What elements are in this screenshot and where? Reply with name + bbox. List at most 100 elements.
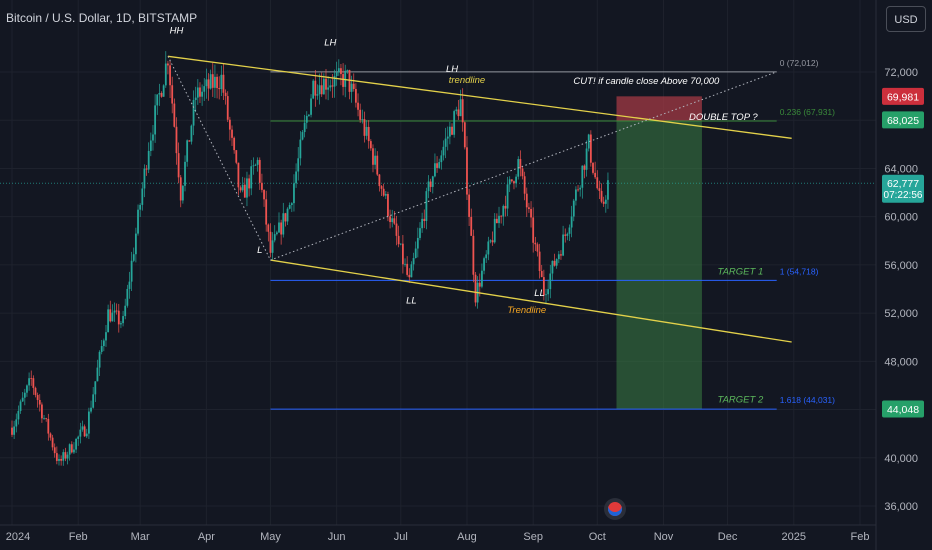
price-badge xyxy=(882,174,924,203)
candle-body xyxy=(455,109,458,112)
price-badge xyxy=(882,87,924,105)
chart-annotation-label: TARGET 1 xyxy=(718,267,764,278)
candle xyxy=(94,381,97,403)
candle xyxy=(293,174,295,212)
candle xyxy=(64,447,67,462)
candle-body xyxy=(70,444,73,453)
candle xyxy=(607,172,609,209)
candle-body xyxy=(130,260,133,282)
candle-body xyxy=(434,163,436,177)
candle xyxy=(239,185,242,193)
candle xyxy=(295,163,297,188)
time-tick-label: Apr xyxy=(198,531,215,543)
candle-body xyxy=(506,184,509,209)
candle xyxy=(521,166,524,180)
trendline-bottom xyxy=(270,259,792,343)
candle-body xyxy=(132,254,135,261)
candle xyxy=(575,186,577,206)
candle-body xyxy=(241,184,244,191)
candle xyxy=(109,300,112,323)
currency-button[interactable]: USD xyxy=(886,6,926,32)
candle-body xyxy=(346,70,349,71)
candle-body xyxy=(532,217,535,243)
candle-body xyxy=(538,251,541,272)
candle xyxy=(566,232,569,241)
candle xyxy=(248,174,250,197)
candle xyxy=(312,79,315,100)
candle xyxy=(337,59,340,76)
candle xyxy=(423,209,426,229)
candle xyxy=(145,165,148,176)
candle-body xyxy=(299,139,302,159)
candle-body xyxy=(431,176,434,187)
candle xyxy=(560,250,562,260)
candle-body xyxy=(596,177,599,189)
candle xyxy=(316,84,319,100)
candle xyxy=(38,394,41,412)
candle-body xyxy=(158,93,161,95)
candle-body xyxy=(96,367,99,382)
price-axis-bg xyxy=(876,0,932,550)
candle-body xyxy=(331,85,334,87)
grid-and-axes xyxy=(0,0,876,525)
candle xyxy=(359,103,362,123)
candle xyxy=(51,434,54,451)
candle xyxy=(594,161,597,180)
candle xyxy=(102,338,105,352)
candles xyxy=(11,51,609,466)
candle-body xyxy=(243,184,246,198)
candle xyxy=(181,184,184,204)
candle-body xyxy=(252,165,255,167)
time-axis[interactable]: 2024 Feb Mar Apr May Jun Jul Aug Sep Oct Nov Dec 202… xyxy=(0,524,876,543)
time-tick-label: Mar xyxy=(131,531,150,543)
price-badge-value: 44,048 xyxy=(887,404,919,416)
candle-body xyxy=(540,271,543,278)
candle xyxy=(378,173,381,192)
candle xyxy=(485,250,488,263)
candle xyxy=(85,428,88,439)
candle-body xyxy=(427,181,430,192)
candle xyxy=(340,64,342,86)
candle xyxy=(305,111,308,129)
candle-body xyxy=(312,80,315,99)
candle-body xyxy=(438,162,441,168)
candle-body xyxy=(549,273,552,290)
candle-body xyxy=(231,129,233,138)
candle-body xyxy=(498,215,500,224)
candle xyxy=(532,207,535,253)
candle-body xyxy=(301,132,304,140)
candle xyxy=(414,241,417,259)
candle xyxy=(126,284,129,308)
price-axis[interactable]: 36,00040,00044,00048,00052,00056,00060,0… xyxy=(875,0,932,550)
candle xyxy=(372,144,374,173)
candle-body xyxy=(470,216,473,236)
candle-body xyxy=(412,258,415,265)
candle xyxy=(425,187,428,230)
candle xyxy=(549,264,552,299)
candle xyxy=(286,207,289,225)
candle-body xyxy=(327,87,330,90)
chart-annotation-label: TARGET 2 xyxy=(718,394,764,405)
fib-level-label: 0 (72,012) xyxy=(780,58,819,68)
candle-body xyxy=(376,155,379,175)
price-badge xyxy=(882,111,924,129)
candle-body xyxy=(453,111,456,135)
candle-body xyxy=(275,232,278,235)
candle-body xyxy=(43,418,45,420)
candle-body xyxy=(594,172,597,178)
candle xyxy=(404,258,406,267)
candle-body xyxy=(335,72,338,76)
price-badge xyxy=(882,400,924,418)
candle-body xyxy=(423,218,426,221)
candle xyxy=(391,209,394,228)
candle-body xyxy=(602,201,605,204)
candle-body xyxy=(365,126,368,136)
candle xyxy=(427,175,430,199)
candle xyxy=(419,222,421,241)
chart-annotation-label: trendline xyxy=(449,75,485,86)
candle xyxy=(256,157,259,172)
candle-body xyxy=(523,176,526,194)
candle xyxy=(564,228,567,243)
candle-body xyxy=(177,153,180,178)
